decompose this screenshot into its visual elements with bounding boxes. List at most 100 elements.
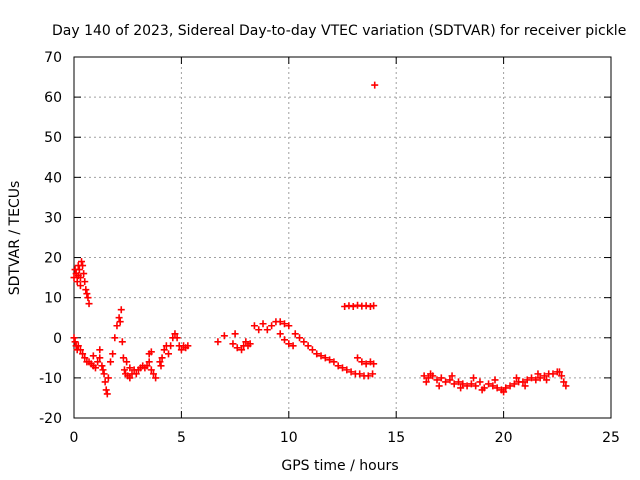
- data-point: [366, 302, 374, 310]
- data-point: [75, 266, 83, 274]
- data-point: [448, 372, 456, 380]
- data-point: [532, 376, 540, 384]
- data-point: [96, 354, 104, 362]
- y-tick-label: -20: [39, 411, 62, 427]
- data-point: [73, 278, 81, 286]
- x-tick-label: 0: [70, 430, 79, 446]
- data-point: [81, 278, 89, 286]
- data-point: [549, 370, 557, 378]
- data-point: [362, 302, 370, 310]
- data-point: [356, 370, 364, 378]
- data-point: [156, 358, 164, 366]
- data-point: [291, 330, 299, 338]
- data-point: [369, 370, 377, 378]
- data-point: [427, 370, 435, 378]
- data-points: [70, 81, 570, 398]
- plot-frame: [73, 56, 612, 419]
- data-point: [123, 358, 131, 366]
- data-point: [143, 362, 151, 370]
- y-tick-label: 70: [44, 50, 62, 66]
- data-point: [78, 258, 86, 266]
- data-point: [149, 370, 157, 378]
- data-point: [126, 374, 134, 382]
- data-point: [173, 334, 181, 342]
- data-point: [349, 302, 357, 310]
- data-point: [470, 374, 478, 382]
- data-point: [364, 372, 372, 380]
- data-point: [347, 368, 355, 376]
- data-point: [99, 366, 107, 374]
- data-point: [70, 334, 78, 342]
- data-point: [250, 322, 258, 330]
- data-point: [345, 302, 353, 310]
- data-point: [85, 300, 93, 308]
- data-point: [370, 302, 378, 310]
- x-tick-label: 10: [280, 430, 298, 446]
- y-tick-label: 30: [44, 210, 62, 226]
- data-point: [543, 376, 551, 384]
- data-point: [214, 338, 222, 346]
- x-tick-label: 20: [495, 430, 513, 446]
- data-point: [502, 384, 510, 392]
- x-axis-label: GPS time / hours: [281, 458, 398, 474]
- data-point: [510, 380, 518, 388]
- data-point: [281, 336, 289, 344]
- data-point: [94, 358, 102, 366]
- y-tick-label: 10: [44, 291, 62, 307]
- data-point: [117, 306, 125, 314]
- data-point: [540, 372, 548, 380]
- data-point: [521, 382, 529, 390]
- data-point: [81, 354, 89, 362]
- data-point: [276, 318, 284, 326]
- data-point: [493, 384, 501, 392]
- data-point: [158, 354, 166, 362]
- y-tick-label: -10: [39, 371, 62, 387]
- data-point: [184, 342, 192, 350]
- data-point: [491, 376, 499, 384]
- data-point: [459, 380, 467, 388]
- data-point: [435, 382, 443, 390]
- data-point: [362, 360, 370, 368]
- data-point: [102, 386, 110, 394]
- data-point: [420, 372, 428, 380]
- data-point: [167, 342, 175, 350]
- data-point: [101, 378, 109, 386]
- data-point: [454, 378, 462, 386]
- data-point: [100, 370, 108, 378]
- x-tick-label: 15: [387, 430, 405, 446]
- data-point: [165, 350, 173, 358]
- data-point: [107, 358, 115, 366]
- data-point: [82, 286, 90, 294]
- data-point: [450, 380, 458, 388]
- data-point: [83, 290, 91, 298]
- data-point: [89, 352, 97, 360]
- data-point: [467, 380, 475, 388]
- data-point: [96, 346, 104, 354]
- data-point: [145, 358, 153, 366]
- data-point: [115, 314, 123, 322]
- data-point: [263, 326, 271, 334]
- data-point: [512, 374, 520, 382]
- axis-ticks: 0 5 10 15 20 25 -20 -10 0 10 20 30 40 50 60 70: [39, 50, 620, 446]
- data-point: [231, 330, 239, 338]
- data-point: [330, 358, 338, 366]
- data-point: [70, 274, 78, 282]
- y-tick-label: 20: [44, 251, 62, 267]
- data-point: [562, 382, 570, 390]
- data-point: [119, 354, 127, 362]
- data-point: [370, 360, 378, 368]
- data-point: [457, 384, 465, 392]
- data-point: [343, 366, 351, 374]
- data-point: [103, 390, 111, 398]
- data-point: [534, 370, 542, 378]
- data-point: [354, 301, 362, 309]
- data-point: [74, 272, 82, 280]
- data-point: [442, 378, 450, 386]
- data-point: [341, 302, 349, 310]
- y-axis-label: SDTVAR / TECUs: [7, 181, 23, 296]
- data-point: [422, 378, 430, 386]
- data-point: [109, 350, 117, 358]
- data-point: [489, 382, 497, 390]
- data-point: [296, 334, 304, 342]
